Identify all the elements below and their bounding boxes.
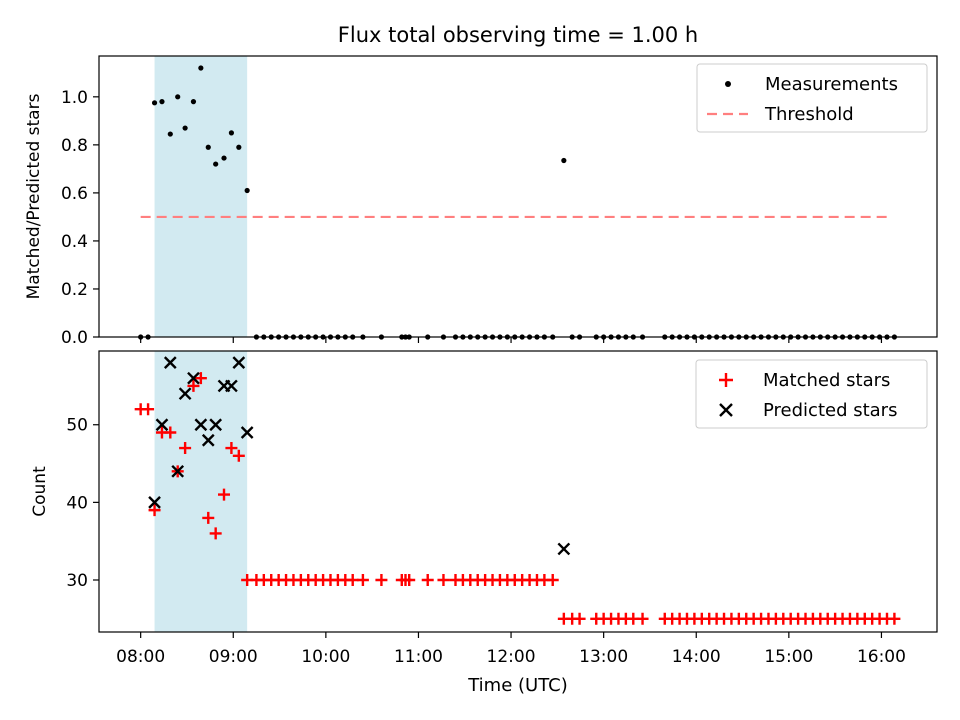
x-tick-label: 15:00 [764,647,813,667]
y-tick-label: 0.2 [61,280,88,300]
legend-predicted-marker [719,403,733,417]
chart-title: Flux total observing time = 1.00 h [338,23,698,47]
x-axis-label: Time (UTC) [467,675,568,696]
ratio-panel: 0.0 0.2 0.4 0.6 0.8 1.0 Matched/Predicted sta… [24,55,938,348]
matched-star-marker [142,403,155,416]
matched-star-marker [179,442,192,455]
measurement-point [151,100,158,106]
matched-star-marker [232,449,245,462]
matched-star-marker [573,612,586,625]
count-panel-frame [98,350,938,633]
legend-matched-label: Matched stars [763,370,890,391]
measurement-point [190,99,197,105]
y-tick-label: 40 [66,493,88,513]
legend-measurements-label: Measurements [765,74,898,95]
matched-star-marker [225,442,238,455]
predicted-star-marker [148,496,161,509]
measurement-point [182,125,188,131]
matched-star-marker [375,573,388,586]
y-tick-label: 30 [66,571,88,591]
count-shaded-band [154,351,248,632]
x-tick-label: 13:00 [579,647,628,667]
ratio-y-axis-label: Matched/Predicted stars [24,93,44,299]
matched-star-marker [356,573,369,586]
ratio-y-ticks: 0.0 0.2 0.4 0.6 0.8 1.0 [61,88,99,348]
measurement-point [244,187,250,194]
count-legend: Matched stars Predicted stars [695,359,928,429]
measurement-point [236,144,242,150]
x-tick-label: 16:00 [857,647,906,667]
predicted-star-marker [225,379,238,393]
count-y-ticks: 30 40 50 [66,416,99,591]
count-y-axis-label: Count [30,466,50,517]
count-panel: 30 40 50 08:00 09:00 10:00 11:00 12:00 13:00 14:… [30,350,938,667]
predicted-star-marker [187,371,200,385]
predicted-star-marker [155,418,169,432]
matched-star-marker [148,504,161,517]
measurement-point [561,157,567,164]
measurement-point [198,65,204,71]
x-tick-label: 14:00 [672,647,721,667]
count-x-ticks: 08:00 09:00 10:00 11:00 12:00 13:00 14:00 15:00… [116,632,906,667]
measurement-point [167,131,173,137]
measurement-point [175,94,181,100]
matched-star-marker [403,573,416,586]
measurement-point [159,99,165,105]
y-tick-label: 1.0 [61,88,88,108]
y-tick-label: 0.6 [61,184,88,204]
predicted-star-marker [240,426,254,439]
predicted-star-markers [148,356,571,556]
count-legend-box [695,359,928,429]
matched-star-marker [421,573,434,586]
x-tick-label: 09:00 [209,647,258,667]
legend-threshold-label: Threshold [764,104,854,125]
ratio-legend: Measurements Threshold [696,63,928,133]
y-tick-label: 0.0 [61,328,88,348]
predicted-star-marker [209,418,223,432]
predicted-star-marker [232,356,246,369]
x-tick-label: 08:00 [116,647,165,667]
predicted-star-marker [178,387,192,401]
x-tick-label: 12:00 [487,647,536,667]
legend-matched-marker [719,373,733,387]
matched-star-marker [546,573,559,586]
predicted-star-marker [201,433,215,447]
matched-star-marker [218,488,231,501]
y-tick-label: 50 [66,416,88,436]
matched-star-marker [209,527,222,540]
legend-predicted-label: Predicted stars [763,400,897,421]
legend-measurements-marker [725,81,731,87]
ratio-legend-box [696,63,928,133]
y-tick-label: 0.4 [61,232,88,252]
predicted-star-marker [194,418,208,432]
ratio-x-ticks [140,337,883,343]
measurement-point [213,161,219,167]
measurement-point [221,155,227,161]
matched-star-marker [202,511,215,524]
matched-star-marker [346,573,359,586]
matched-star-marker [164,426,177,439]
x-tick-label: 10:00 [301,647,350,667]
y-tick-label: 0.8 [61,136,88,156]
matched-star-marker [437,573,450,586]
ratio-panel-frame [98,55,938,338]
matched-star-marker [194,372,207,385]
measurement-point [205,144,211,150]
predicted-star-marker [557,542,571,556]
matched-star-marker [888,612,901,625]
predicted-star-marker [171,464,185,478]
matched-star-marker [187,379,200,392]
ratio-shaded-band [154,56,248,337]
matched-star-marker [636,612,649,625]
x-tick-label: 11:00 [394,647,443,667]
predicted-star-marker [163,356,177,369]
measurement-point [228,130,235,136]
matched-star-markers [134,372,901,625]
